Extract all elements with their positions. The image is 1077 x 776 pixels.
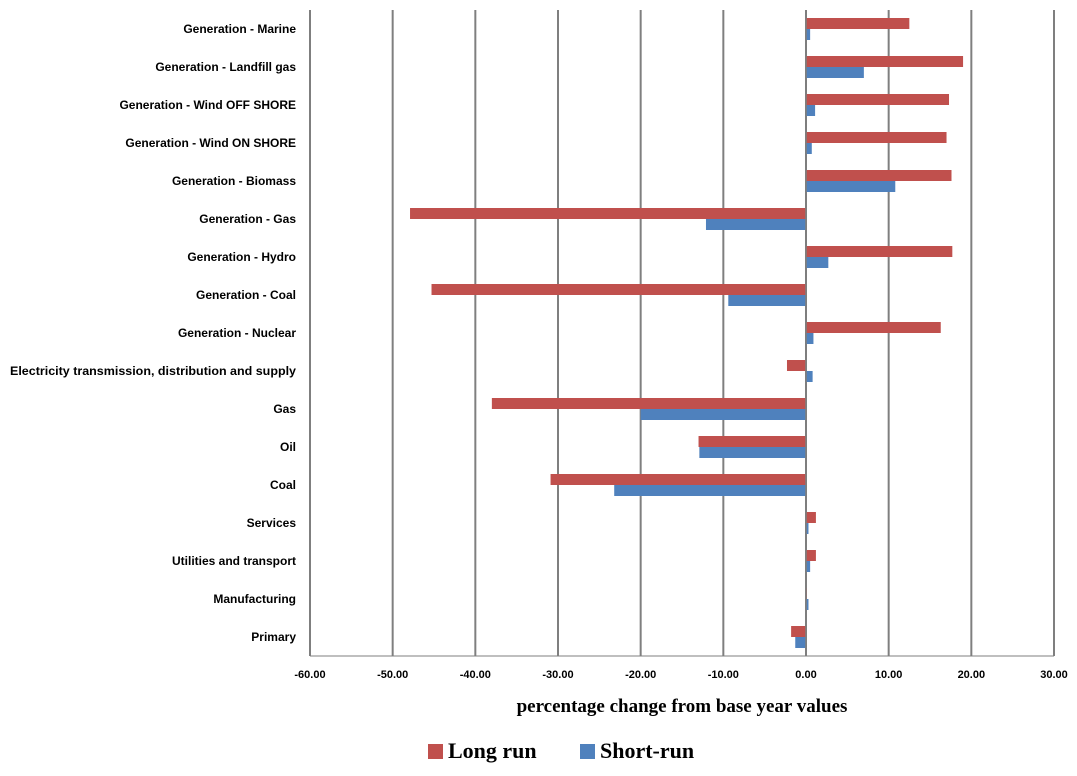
bar-long-run xyxy=(806,550,816,561)
category-label: Primary xyxy=(251,630,296,644)
grid-lines xyxy=(309,10,1055,657)
bar-long-run xyxy=(431,284,806,295)
category-label: Utilities and transport xyxy=(172,554,296,568)
bar-long-run xyxy=(806,132,947,143)
bar-long-run xyxy=(806,246,953,257)
bar-long-run xyxy=(791,626,806,637)
x-axis-title: percentage change from base year values xyxy=(517,696,848,717)
category-label: Oil xyxy=(280,440,296,454)
bar-long-run xyxy=(806,322,941,333)
bar-long-run xyxy=(550,474,806,485)
x-tick-label: 10.00 xyxy=(875,669,903,681)
category-label: Generation - Marine xyxy=(183,22,296,36)
x-tick-label: -40.00 xyxy=(460,669,491,681)
bar-short-run xyxy=(806,523,809,534)
x-axis-ticks: -60.00 -50.00 -40.00 -30.00 -20.00 -10.00 0.00… xyxy=(294,669,1067,681)
bar-long-run xyxy=(806,512,816,523)
bars xyxy=(410,10,964,656)
category-label: Generation - Gas xyxy=(199,212,296,226)
category-label: Generation - Hydro xyxy=(187,250,296,264)
bar-short-run xyxy=(795,637,806,648)
x-tick-label: -50.00 xyxy=(377,669,408,681)
bar-short-run xyxy=(806,371,813,382)
x-tick-label: -30.00 xyxy=(542,669,573,681)
bar-short-run xyxy=(614,485,806,496)
bar-long-run xyxy=(786,360,806,371)
category-labels: Generation - Marine Generation - Landfill… xyxy=(10,22,296,644)
bar-long-run xyxy=(806,94,950,105)
bar-short-run xyxy=(699,447,806,458)
bar-long-run xyxy=(410,208,806,219)
category-label: Generation - Wind OFF SHORE xyxy=(119,98,296,112)
bar-long-run xyxy=(698,436,806,447)
x-tick-label: -60.00 xyxy=(294,669,325,681)
category-label: Manufacturing xyxy=(213,592,296,606)
legend-swatch xyxy=(580,744,595,759)
bar-long-run xyxy=(806,170,952,181)
x-tick-label: 30.00 xyxy=(1040,669,1068,681)
bar-short-run xyxy=(806,257,829,268)
category-label: Gas xyxy=(273,402,296,416)
bar-short-run xyxy=(806,599,809,610)
category-label: Generation - Landfill gas xyxy=(155,60,296,74)
bar-short-run xyxy=(806,105,816,116)
x-tick-label: -20.00 xyxy=(625,669,656,681)
bar-short-run xyxy=(806,143,812,154)
bar-short-run xyxy=(806,333,814,344)
bar-short-run xyxy=(640,409,806,420)
category-label: Electricity transmission, distribution a… xyxy=(10,364,296,378)
bar-long-run xyxy=(806,18,910,29)
bar-short-run xyxy=(705,219,806,230)
bar-short-run xyxy=(728,295,806,306)
bar-short-run xyxy=(806,67,864,78)
category-label: Generation - Wind ON SHORE xyxy=(125,136,296,150)
bar-short-run xyxy=(806,29,811,40)
bar-long-run xyxy=(491,398,806,409)
bar-long-run xyxy=(806,56,964,67)
x-tick-label: 20.00 xyxy=(958,669,986,681)
bar-short-run xyxy=(806,561,811,572)
category-label: Coal xyxy=(270,478,296,492)
x-tick-label: -10.00 xyxy=(708,669,739,681)
category-label: Generation - Coal xyxy=(196,288,296,302)
legend-label: Short-run xyxy=(600,738,694,763)
legend-label: Long run xyxy=(448,738,537,763)
category-label: Services xyxy=(247,516,297,530)
legend: Long run Short-run xyxy=(428,738,694,763)
bar-short-run xyxy=(806,181,896,192)
x-tick-label: 0.00 xyxy=(795,669,816,681)
legend-swatch xyxy=(428,744,443,759)
category-label: Generation - Biomass xyxy=(172,174,296,188)
category-label: Generation - Nuclear xyxy=(178,326,296,340)
